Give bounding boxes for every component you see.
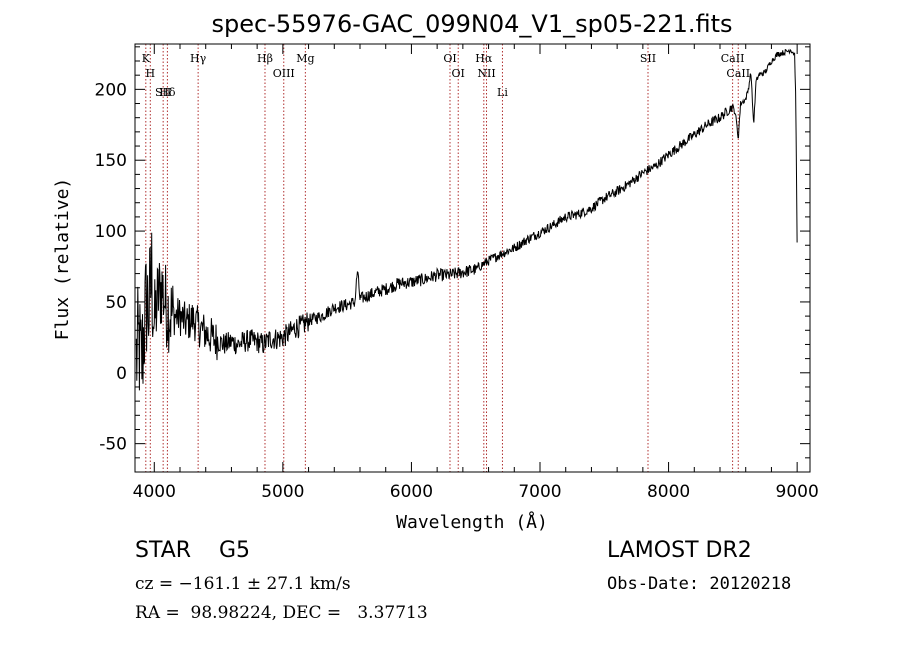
x-axis-ticks: 4000 5000 6000 7000 8000 9000 (133, 44, 819, 502)
x-axis-label: Wavelength (Å) (396, 511, 548, 533)
spectral-line-label: Hα (475, 52, 493, 65)
spectral-line-label: OIII (273, 67, 295, 80)
y-tick-label: 100 (95, 222, 127, 242)
x-tick-label: 5000 (261, 482, 304, 502)
x-tick-label: 9000 (776, 482, 819, 502)
spectrum-series-line (135, 48, 798, 391)
plot-frame (134, 43, 811, 473)
sky-coordinates: RA = 98.98224, DEC = 3.37713 (135, 603, 428, 623)
spectral-line-label: SII (640, 52, 656, 65)
spectral-line-label: CaII (721, 52, 745, 65)
survey-name: LAMOST DR2 (607, 538, 752, 563)
spectral-line-label: K (142, 52, 151, 65)
object-classification: STAR G5 (135, 538, 251, 563)
spectral-line-label: Hγ (190, 52, 207, 65)
spectral-line-label: H (146, 67, 156, 80)
y-tick-label: 50 (105, 293, 127, 313)
spectral-line-label: Hβ (257, 52, 273, 65)
spectral-line-label: SII (155, 86, 171, 99)
y-tick-label: 150 (95, 151, 127, 171)
spectral-line-label: CaII (726, 67, 750, 80)
y-tick-label: 0 (116, 364, 127, 384)
spectral-line-markers (145, 44, 739, 472)
x-tick-label: 7000 (518, 482, 561, 502)
spectral-line-label: OI (452, 67, 465, 80)
chart-title: spec-55976-GAC_099N04_V1_sp05-221.fits (212, 10, 733, 38)
spectral-line-label: Mg (296, 52, 314, 65)
y-axis-ticks: -50 0 50 100 150 200 (95, 46, 810, 459)
x-tick-label: 6000 (390, 482, 433, 502)
spectral-line-label: Li (497, 86, 508, 99)
spectral-line-label: OI (443, 52, 456, 65)
y-tick-label: 200 (95, 80, 127, 100)
spectral-line-label: NII (477, 67, 495, 80)
y-tick-label: -50 (99, 435, 127, 455)
spectral-line-label: Hδ (159, 86, 176, 99)
y-axis-label: Flux (relative) (52, 178, 73, 341)
redshift-velocity: cz = −161.1 ± 27.1 km/s (135, 574, 351, 594)
observation-date: Obs-Date: 20120218 (607, 574, 792, 594)
x-tick-label: 4000 (133, 482, 176, 502)
x-tick-label: 8000 (647, 482, 690, 502)
